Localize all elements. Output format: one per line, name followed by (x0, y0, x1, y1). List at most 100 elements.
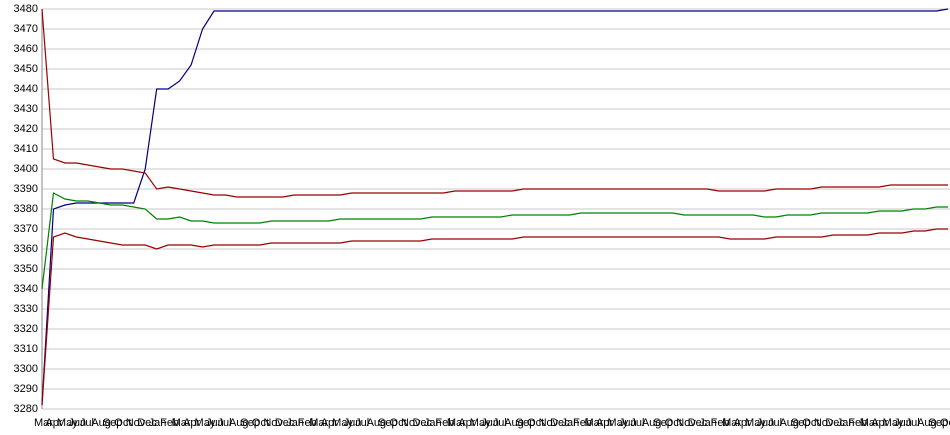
x-tick-label: Jan (286, 417, 304, 429)
x-tick-label: Oct (802, 417, 819, 429)
y-tick-label: 3280 (14, 403, 38, 415)
x-tick-label: Oct (252, 417, 269, 429)
x-tick-label: May (332, 417, 353, 429)
x-tick-label: Oct (940, 417, 950, 429)
series-line (41, 8, 948, 198)
x-tick-label: Jun (68, 417, 86, 429)
x-tick-label: Nov (126, 417, 146, 429)
x-tick-label: Jan (699, 417, 717, 429)
x-tick-label: Apr (458, 417, 475, 429)
x-tick-label: May (57, 417, 78, 429)
y-tick-label: 3450 (14, 63, 38, 75)
y-tick-label: 3310 (14, 343, 38, 355)
x-tick-label: May (470, 417, 491, 429)
y-tick-label: 3410 (14, 143, 38, 155)
x-tick-label: Feb (573, 417, 592, 429)
x-tick-label: Jun (894, 417, 912, 429)
x-tick-label: Jul (630, 417, 644, 429)
x-tick-label: Jan (424, 417, 442, 429)
y-tick-label: 3330 (14, 303, 38, 315)
y-tick-label: 3380 (14, 203, 38, 215)
x-tick-label: Jan (149, 417, 167, 429)
x-tick-label: Aug (779, 417, 799, 429)
x-tick-label: Sep (103, 417, 123, 429)
x-tick-label: Dec (825, 417, 845, 429)
x-tick-label: Mar (309, 417, 328, 429)
x-tick-label: Jul (80, 417, 94, 429)
x-tick-label: Jul (493, 417, 507, 429)
x-tick-label: Mar (860, 417, 879, 429)
x-tick-label: Jan (562, 417, 580, 429)
y-tick-label: 3460 (14, 43, 38, 55)
y-tick-label: 3360 (14, 243, 38, 255)
x-tick-label: Nov (263, 417, 283, 429)
x-tick-label: May (195, 417, 216, 429)
x-tick-label: Jun (619, 417, 637, 429)
x-tick-label: Sep (653, 417, 673, 429)
x-tick-label: Jul (355, 417, 369, 429)
x-tick-label: Mar (447, 417, 466, 429)
x-tick-label: Feb (711, 417, 730, 429)
x-tick-label: Aug (504, 417, 524, 429)
x-tick-label: Aug (367, 417, 387, 429)
x-tick-label: May (745, 417, 766, 429)
y-tick-label: 3390 (14, 183, 38, 195)
x-tick-label: Oct (390, 417, 407, 429)
x-tick-label: Feb (160, 417, 179, 429)
x-tick-label: Sep (378, 417, 398, 429)
x-tick-label: Dec (137, 417, 157, 429)
y-tick-label: 3400 (14, 163, 38, 175)
x-tick-label: Jun (344, 417, 362, 429)
x-tick-label: Aug (91, 417, 111, 429)
x-tick-label: Feb (848, 417, 867, 429)
x-tick-label: Apr (871, 417, 888, 429)
x-tick-label: Sep (929, 417, 949, 429)
x-tick-label: Jul (217, 417, 231, 429)
x-tick-label: Aug (642, 417, 662, 429)
x-tick-label: Apr (183, 417, 200, 429)
series-line (41, 228, 948, 406)
x-tick-label: Dec (688, 417, 708, 429)
x-tick-label: Nov (539, 417, 559, 429)
x-tick-label: May (607, 417, 628, 429)
y-tick-label: 3370 (14, 223, 38, 235)
y-tick-label: 3470 (14, 23, 38, 35)
y-tick-label: 3480 (14, 3, 38, 15)
y-tick-label: 3420 (14, 123, 38, 135)
x-tick-label: Oct (114, 417, 131, 429)
x-tick-label: Mar (722, 417, 741, 429)
x-tick-label: Sep (791, 417, 811, 429)
y-tick-label: 3290 (14, 383, 38, 395)
x-tick-label: Oct (665, 417, 682, 429)
x-tick-label: Apr (734, 417, 751, 429)
series-line (41, 192, 948, 290)
x-tick-label: Dec (550, 417, 570, 429)
x-tick-label: Jul (768, 417, 782, 429)
x-tick-label: May (883, 417, 904, 429)
x-tick-label: Jan (837, 417, 855, 429)
x-tick-label: Aug (917, 417, 937, 429)
x-tick-label: Dec (275, 417, 295, 429)
y-tick-label: 3440 (14, 83, 38, 95)
x-tick-label: Aug (229, 417, 249, 429)
y-tick-label: 3430 (14, 103, 38, 115)
x-tick-label: Dec (412, 417, 432, 429)
x-tick-label: Sep (516, 417, 536, 429)
x-tick-label: Apr (45, 417, 62, 429)
x-tick-label: Nov (676, 417, 696, 429)
x-tick-label: Mar (584, 417, 603, 429)
x-tick-label: Apr (321, 417, 338, 429)
x-tick-label: Nov (401, 417, 421, 429)
x-tick-label: Jun (481, 417, 499, 429)
series-line (41, 8, 949, 406)
x-tick-label: Feb (298, 417, 317, 429)
x-tick-label: Sep (240, 417, 260, 429)
x-tick-label: Mar (172, 417, 191, 429)
y-tick-label: 3350 (14, 263, 38, 275)
y-tick-label: 3340 (14, 283, 38, 295)
x-tick-label: Nov (814, 417, 834, 429)
x-tick-label: Jun (206, 417, 224, 429)
y-tick-label: 3300 (14, 363, 38, 375)
